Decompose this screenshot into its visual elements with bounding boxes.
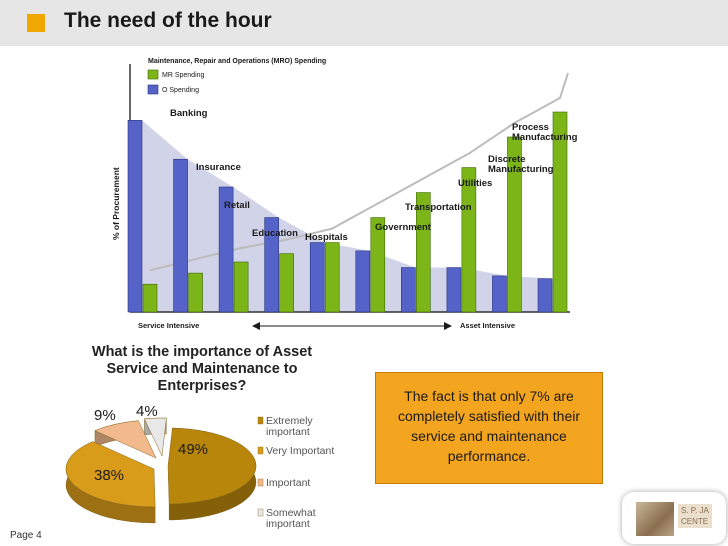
pie-value-label: 49% — [178, 441, 208, 458]
company-logo: S. P. JA CENTE — [622, 492, 726, 544]
pie-value-label: 9% — [94, 407, 116, 424]
o-spending-bar — [401, 267, 416, 313]
mr-spending-bar — [370, 217, 386, 313]
pie-legend-label: Very Important — [266, 445, 334, 457]
o-spending-bar — [446, 267, 462, 313]
category-label: Hospitals — [305, 232, 348, 243]
pie-legend-label: Important — [266, 477, 310, 489]
category-label: Discrete — [488, 154, 526, 165]
mr-spending-bar — [507, 136, 522, 313]
logo-text-line-1: S. P. JA — [681, 506, 709, 515]
category-label: Manufacturing — [488, 164, 554, 175]
page-number: Page 4 — [10, 530, 42, 541]
callout-box: The fact is that only 7% are completely … — [375, 372, 603, 484]
legend-mr-label: MR Spending — [162, 72, 205, 79]
mro-spending-chart: Banking Insurance Retail Education Hospitals… — [111, 58, 578, 330]
pie-chart-title: What is the importance of Asset Service … — [82, 344, 322, 395]
legend-o-label: O Spending — [162, 87, 199, 94]
mr-spending-bar — [324, 242, 340, 313]
pie-legend-swatch — [257, 446, 264, 455]
pie-legend-swatch — [257, 478, 264, 487]
o-spending-bar — [173, 158, 188, 313]
category-label: Education — [252, 228, 298, 239]
category-label: Utilities — [458, 178, 492, 189]
legend-o-swatch — [147, 84, 159, 95]
mr-spending-bar — [279, 253, 294, 313]
range-arrow-left-head — [252, 322, 260, 330]
x-left-label: Service Intensive — [138, 321, 199, 330]
category-label: Banking — [170, 108, 208, 119]
logo-text: S. P. JA CENTE — [678, 504, 712, 528]
callout-text: The fact is that only 7% are completely … — [397, 388, 581, 464]
range-arrow-right-head — [444, 322, 452, 330]
pie-title-line-1: What is the importance of Asset — [91, 344, 313, 360]
logo-image — [636, 502, 674, 536]
header-bar: The need of the hour — [0, 0, 728, 46]
pie-legend-swatch — [257, 508, 264, 517]
mr-spending-bar — [552, 111, 568, 313]
pie-legend-label: important — [266, 426, 310, 438]
mr-spending-bar — [461, 167, 477, 313]
category-label: Insurance — [196, 162, 241, 173]
page-title: The need of the hour — [64, 9, 272, 32]
pie-slice — [144, 417, 167, 457]
legend-title: Maintenance, Repair and Operations (MRO)… — [148, 58, 326, 65]
pie-title-line-2: Service and Maintenance to — [106, 361, 298, 377]
o-spending-bar — [264, 217, 279, 313]
pie-legend-label: Somewhat — [266, 507, 316, 519]
pie-legend-label: important — [266, 518, 310, 530]
o-spending-bar — [492, 275, 507, 313]
title-accent-square — [27, 14, 45, 32]
logo-text-line-2: CENTE — [681, 517, 709, 526]
mr-spending-bar — [142, 283, 158, 313]
pie-slice — [94, 420, 157, 459]
o-spending-bar — [218, 186, 234, 313]
legend-mr-swatch — [147, 69, 159, 80]
pie-legend-swatch — [257, 416, 264, 425]
mr-spending-bar — [233, 261, 249, 313]
mr-spending-bar — [188, 272, 203, 313]
o-spending-bar — [537, 278, 553, 313]
pie-title-line-3: Enterprises? — [157, 378, 247, 394]
pie-legend-label: Extremely — [266, 415, 313, 427]
y-axis-label: % of Procurement — [111, 167, 121, 240]
o-spending-bar — [127, 120, 143, 313]
pie-value-label: 4% — [136, 403, 158, 420]
mr-spending-bar — [416, 192, 431, 313]
pie-value-label: 38% — [94, 467, 124, 484]
o-spending-bar — [355, 250, 371, 313]
pie-slice — [167, 427, 257, 505]
category-label: Retail — [224, 200, 250, 211]
o-spending-bar — [309, 242, 325, 313]
category-label: Government — [375, 222, 432, 233]
category-label: Manufacturing — [512, 132, 578, 143]
category-label: Transportation — [405, 202, 472, 213]
pie-slice — [65, 441, 156, 508]
category-label: Process — [512, 122, 549, 133]
x-right-label: Asset Intensive — [460, 321, 515, 330]
